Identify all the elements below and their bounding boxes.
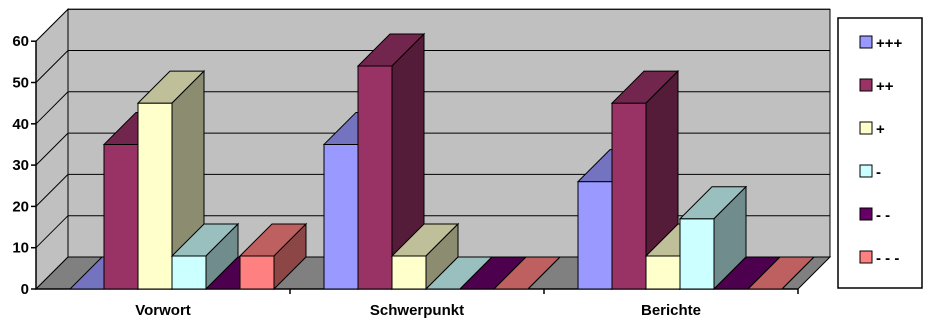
legend-label: -: [876, 164, 881, 181]
legend-label: +++: [876, 35, 903, 52]
legend-swatch: [859, 250, 873, 264]
gridline: [35, 50, 830, 83]
y-tick-label: 20: [12, 198, 29, 215]
gridlines: [35, 8, 830, 249]
y-tick-label: 30: [12, 157, 29, 174]
x-category-label: Vorwort: [135, 302, 191, 319]
legend-label: - -: [876, 207, 890, 224]
legend: ++++++-- -- - -: [837, 17, 923, 289]
legend-item: +: [859, 121, 885, 138]
bar-group-berichte: [576, 69, 816, 291]
bar: [136, 69, 206, 291]
bar: [746, 256, 816, 290]
gridline: [35, 173, 830, 207]
bar: [170, 222, 240, 291]
legend-item: -: [859, 164, 881, 181]
bar: [356, 32, 426, 291]
x-axis-labels: Vorwort Schwerpunkt Berichte: [135, 289, 799, 319]
legend-label: +: [876, 121, 885, 138]
bar: [492, 256, 562, 290]
legend-item: +++: [859, 35, 903, 52]
legend-swatch: [859, 164, 873, 178]
bar-group-vorwort: [68, 69, 308, 291]
legend-box: [837, 17, 923, 289]
gridline: [35, 215, 830, 249]
gridline: [35, 91, 830, 125]
bar: [610, 69, 680, 291]
legend-item: - - -: [859, 250, 899, 267]
legend-swatch: [859, 121, 873, 135]
bar: [390, 222, 460, 291]
legend-item: - -: [859, 207, 890, 224]
legend-swatch: [859, 35, 873, 49]
legend-item: ++: [859, 78, 894, 95]
bars: [68, 32, 816, 291]
y-tick-label: 50: [12, 75, 29, 92]
x-category-label: Berichte: [641, 302, 701, 319]
bar-group-schwerpunkt: [322, 32, 562, 291]
x-category-label: Schwerpunkt: [370, 302, 464, 319]
legend-label: ++: [876, 78, 894, 95]
gridline: [35, 132, 830, 166]
bar: [238, 222, 308, 291]
legend-label: - - -: [876, 250, 899, 267]
y-tick-label: 0: [21, 281, 29, 298]
y-tick-label: 10: [12, 240, 29, 257]
bar: [678, 185, 748, 291]
gridline: [35, 8, 830, 42]
legend-swatch: [859, 207, 873, 221]
y-tick-label: 60: [12, 33, 29, 50]
legend-swatch: [859, 78, 873, 92]
y-tick-label: 40: [12, 116, 29, 133]
